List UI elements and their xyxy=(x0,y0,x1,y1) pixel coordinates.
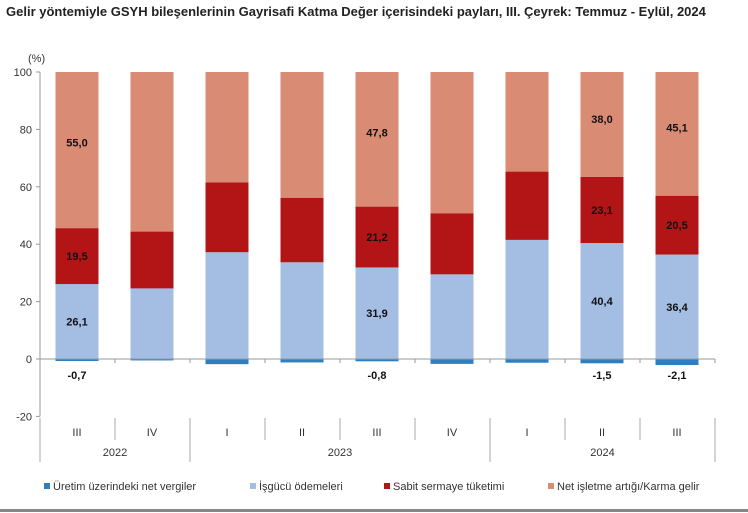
quarter-label: II xyxy=(299,427,305,439)
data-label: 45,1 xyxy=(666,123,687,135)
data-label: 36,4 xyxy=(666,302,688,314)
quarter-label: III xyxy=(372,427,381,439)
bar-segment xyxy=(430,359,474,364)
data-label: -1,5 xyxy=(593,370,612,382)
bar-segment xyxy=(430,274,474,359)
year-label: 2024 xyxy=(590,447,614,459)
bar-segment xyxy=(505,171,549,240)
quarter-label: III xyxy=(672,427,681,439)
bar-segment xyxy=(205,72,249,183)
quarter-label: II xyxy=(599,427,605,439)
legend-entry: Net işletme artığı/Karma gelir xyxy=(557,481,700,493)
legend-swatch xyxy=(44,483,50,489)
bar-segment xyxy=(355,267,399,359)
legend-swatch xyxy=(384,483,390,489)
bar-segment xyxy=(280,262,324,359)
data-label: 21,2 xyxy=(366,232,387,244)
bar-segment xyxy=(205,252,249,359)
quarter-label: III xyxy=(72,427,81,439)
bar-segment xyxy=(505,239,549,359)
data-label: 19,5 xyxy=(66,251,87,263)
bar-segment xyxy=(655,195,699,255)
legend-entry: Sabit sermaye tüketimi xyxy=(393,481,504,493)
data-label: 23,1 xyxy=(591,205,612,217)
bar-segment xyxy=(280,72,324,198)
legend-swatch xyxy=(548,483,554,489)
legend-swatch xyxy=(250,483,256,489)
bar-segment xyxy=(505,72,549,172)
bar-segment xyxy=(430,72,474,214)
year-label: 2022 xyxy=(103,447,127,459)
legend-entry: Üretim üzerindeki net vergiler xyxy=(53,481,196,493)
y-tick-label: 60 xyxy=(20,182,32,194)
bar-segment xyxy=(205,182,249,253)
bar-segment xyxy=(355,359,399,362)
quarter-label: IV xyxy=(147,427,158,439)
bar-segment xyxy=(280,197,324,263)
data-label: 38,0 xyxy=(591,114,612,126)
data-label: 26,1 xyxy=(66,317,87,329)
year-label: 2023 xyxy=(328,447,352,459)
data-label: -0,7 xyxy=(68,370,87,382)
bar-segment xyxy=(55,359,99,362)
data-label: 40,4 xyxy=(591,296,613,308)
y-tick-label: 80 xyxy=(20,124,32,136)
chart-title: Gelir yöntemiyle GSYH bileşenlerinin Gay… xyxy=(6,4,706,19)
bar-segment xyxy=(280,359,324,363)
data-label: 20,5 xyxy=(666,220,687,232)
y-tick-label: 100 xyxy=(14,67,32,79)
bar-segment xyxy=(430,213,474,275)
bar-segment xyxy=(580,176,624,244)
bar-segment xyxy=(505,359,549,363)
bar-segment xyxy=(130,288,174,359)
bar-segment xyxy=(655,254,699,359)
bottom-divider xyxy=(0,509,748,512)
bar-segment xyxy=(55,72,99,229)
data-label: 55,0 xyxy=(66,137,87,149)
bar-segment xyxy=(580,72,624,177)
y-tick-label: -20 xyxy=(16,411,32,423)
bar-segment xyxy=(130,231,174,289)
y-tick-label: 20 xyxy=(20,297,32,309)
quarter-label: I xyxy=(525,427,528,439)
data-label: -0,8 xyxy=(368,370,387,382)
bar-segment xyxy=(205,359,249,365)
data-label: 47,8 xyxy=(366,128,387,140)
bar-segment xyxy=(55,284,99,359)
quarter-label: IV xyxy=(447,427,458,439)
data-label: 31,9 xyxy=(366,308,387,320)
quarter-label: I xyxy=(225,427,228,439)
bar-segment xyxy=(55,228,99,285)
bar-segment xyxy=(130,72,174,232)
bar-segment xyxy=(655,72,699,196)
bar-segment xyxy=(355,72,399,207)
bar-segment xyxy=(580,243,624,359)
y-tick-label: 0 xyxy=(26,354,32,366)
bar-segment xyxy=(655,359,699,366)
legend-entry: İşgücü ödemeleri xyxy=(259,480,343,493)
data-label: -2,1 xyxy=(668,370,687,382)
y-tick-label: 40 xyxy=(20,239,32,251)
bar-segment xyxy=(355,206,399,268)
y-axis-label: (%) xyxy=(28,53,45,65)
bar-segment xyxy=(580,359,624,364)
bar-segment xyxy=(130,359,174,361)
